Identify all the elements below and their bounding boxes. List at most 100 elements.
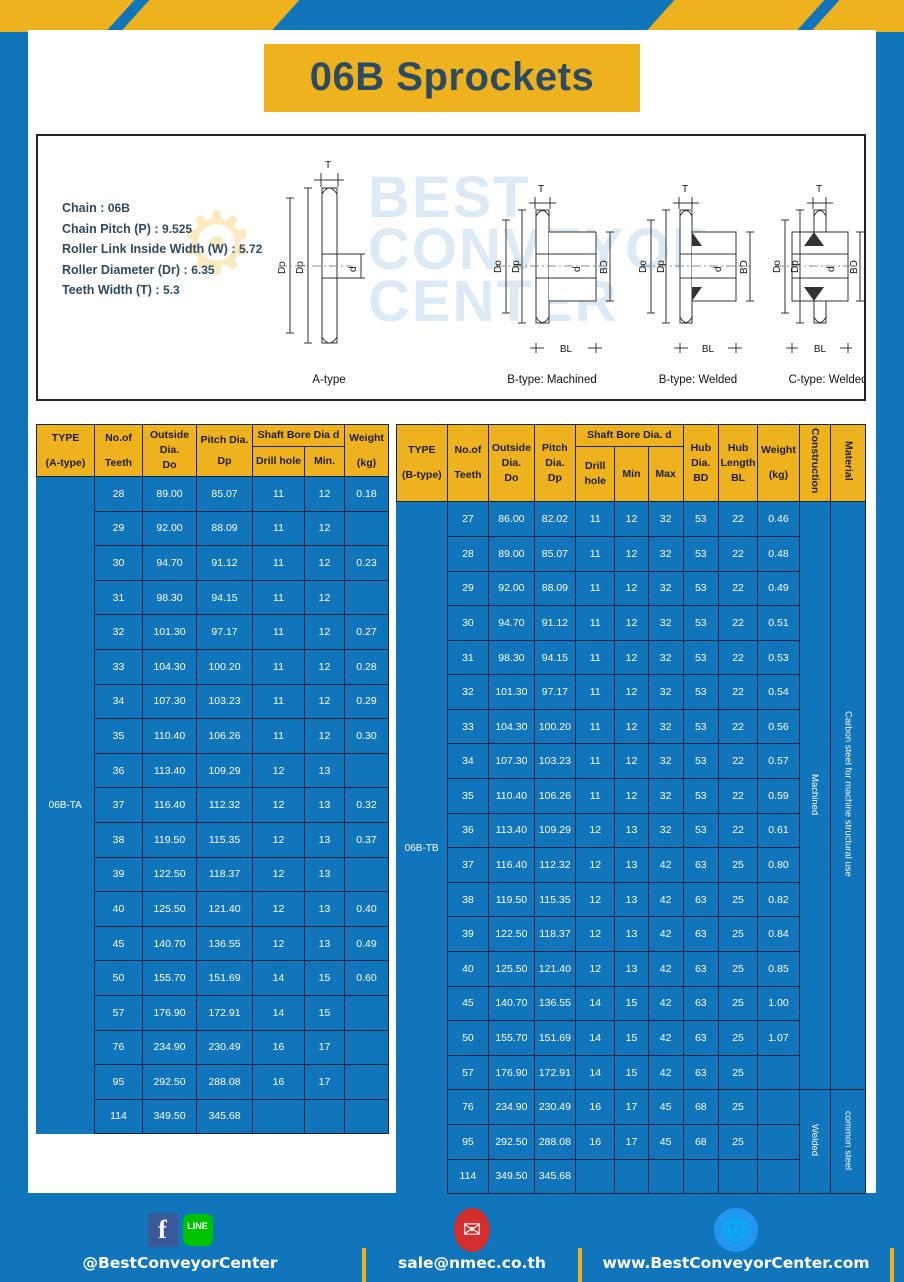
page-title: 06B Sprockets: [263, 44, 641, 112]
cell-teeth: 114: [446, 1158, 490, 1195]
cell-weight: 0.59: [757, 778, 800, 814]
cell-teeth: 40: [94, 891, 143, 927]
footer-email[interactable]: ✉ sale@nmec.co.th: [372, 1208, 572, 1272]
cell-min: 12: [614, 501, 649, 537]
cell-drill: 16: [575, 1124, 616, 1160]
cell-teeth: 50: [446, 1020, 490, 1056]
footer-social[interactable]: f LINE @BestConveyorCenter: [0, 1208, 360, 1272]
cell-teeth: 30: [94, 545, 143, 581]
cell-max: 32: [647, 812, 684, 849]
cell-drill: 14: [252, 960, 305, 996]
cell-drill: 11: [575, 501, 616, 537]
cell-teeth: 33: [94, 648, 143, 685]
envelope-icon[interactable]: ✉: [454, 1208, 490, 1252]
globe-icon[interactable]: 🌐: [714, 1208, 758, 1252]
table-row: 40 125.50 121.40 12 13 42 63 25 0.85: [397, 951, 866, 987]
cell-bd: 53: [682, 605, 719, 641]
cell-weight: 0.30: [344, 718, 389, 754]
footer-phone[interactable]: ☎ 086-3272600 , 02-0017766: [896, 1208, 904, 1272]
cell-bd: 63: [682, 916, 719, 953]
cell-bl: 22: [717, 778, 759, 814]
cell-dp: 100.20: [196, 648, 253, 685]
cell-weight: 0.60: [344, 960, 389, 996]
table-row: 45 140.70 136.55 12 13 0.49: [37, 925, 389, 962]
th-type: TYPE (B-type): [396, 423, 448, 503]
cell-drill: 11: [575, 639, 616, 676]
cell-dp: 94.15: [533, 639, 577, 676]
cell-teeth: 27: [446, 501, 490, 537]
cell-bl: 22: [717, 570, 759, 607]
top-stripe-band: [0, 0, 904, 32]
cell-do: 119.50: [488, 881, 535, 918]
line-icon[interactable]: LINE: [182, 1214, 213, 1246]
cell-teeth: 114: [94, 1098, 143, 1135]
cell-weight: 0.40: [344, 891, 389, 927]
table-row: 114 349.50 345.68: [397, 1158, 866, 1195]
cell-max: 32: [647, 743, 684, 780]
cell-min: 12: [304, 718, 345, 754]
cell-drill: 12: [252, 787, 305, 823]
cell-weight: 0.27: [344, 614, 389, 650]
cell-min: [304, 1098, 345, 1135]
footer-website[interactable]: 🌐 www.BestConveyorCenter.com: [586, 1208, 886, 1272]
table-row: 38 119.50 115.35 12 13 0.37: [37, 821, 389, 858]
cell-max: 42: [647, 985, 684, 1022]
cell-min: 12: [304, 510, 345, 547]
cell-do: 98.30: [488, 639, 535, 676]
cell-teeth: 34: [446, 743, 490, 780]
th-pitch-dia: Pitch Dia. Dp: [533, 423, 577, 503]
cell-min: 12: [614, 674, 649, 710]
cell-weight: [757, 1054, 800, 1091]
cell-dp: 85.07: [533, 535, 577, 572]
table-a-body: 06B-TA 28 89.00 85.07 11 12 0.18 29 92.00 88.09 11…: [36, 476, 389, 1135]
cell-max: 32: [647, 639, 684, 676]
cell-dp: 91.12: [533, 605, 577, 641]
cell-min: 13: [304, 891, 345, 927]
table-row: 32 101.30 97.17 11 12 0.27: [37, 614, 389, 650]
cell-teeth: 39: [94, 856, 143, 893]
table-a-header-row-2: Drill hole Min.: [37, 446, 389, 477]
cell-min: [614, 1158, 649, 1195]
cell-weight: 1.00: [757, 985, 800, 1022]
cell-bl: 22: [717, 535, 759, 572]
cell-do: 113.40: [142, 752, 197, 789]
stripe-decoration: [810, 0, 904, 32]
th-drill-hole: Drill hole: [575, 445, 616, 503]
cell-weight: 0.53: [757, 639, 800, 676]
cell-max: 32: [647, 778, 684, 814]
cell-drill: [252, 1098, 305, 1135]
cell-weight: [344, 510, 389, 547]
figure-b-machined: T Do Dp d BD BL: [493, 184, 614, 355]
th-type: TYPE (A-type): [36, 424, 95, 477]
cell-weight: [344, 1064, 389, 1100]
cell-min: 12: [304, 648, 345, 685]
cell-dp: 115.35: [533, 881, 577, 918]
cell-min: 12: [614, 743, 649, 780]
cell-bl: 22: [717, 605, 759, 641]
cell-bd: 53: [682, 674, 719, 710]
figure-b-welded: T Do Dp d BD BL: [638, 184, 754, 355]
cell-teeth: 95: [94, 1064, 143, 1100]
cell-min: 12: [304, 545, 345, 581]
table-row: 31 98.30 94.15 11 12: [37, 579, 389, 616]
table-row: 31 98.30 94.15 11 12 32 53 22 0.53: [397, 639, 866, 676]
cell-dp: 112.32: [533, 847, 577, 883]
cell-teeth: 29: [94, 510, 143, 547]
th-pitch-dia: Pitch Dia. Dp: [196, 424, 253, 477]
cell-do: 234.90: [488, 1089, 535, 1126]
cell-max: 42: [647, 1020, 684, 1056]
spec-label: Chain Pitch (P) :: [62, 221, 159, 236]
stripe-decoration: [0, 0, 135, 32]
cell-do: 116.40: [142, 787, 197, 823]
facebook-icon[interactable]: f: [147, 1213, 178, 1247]
cell-do: 119.50: [142, 821, 197, 858]
cell-weight: 0.37: [344, 821, 389, 858]
cell-teeth: 76: [94, 1029, 143, 1066]
table-a-type: TYPE (A-type) No.of Teeth Outside Dia. D…: [36, 424, 389, 1135]
cell-dp: 82.02: [533, 501, 577, 537]
cell-max: 32: [647, 605, 684, 641]
cell-do: 140.70: [142, 925, 197, 962]
cell-weight: [344, 856, 389, 893]
cell-do: 116.40: [488, 847, 535, 883]
spec-label: Chain :: [62, 201, 105, 215]
